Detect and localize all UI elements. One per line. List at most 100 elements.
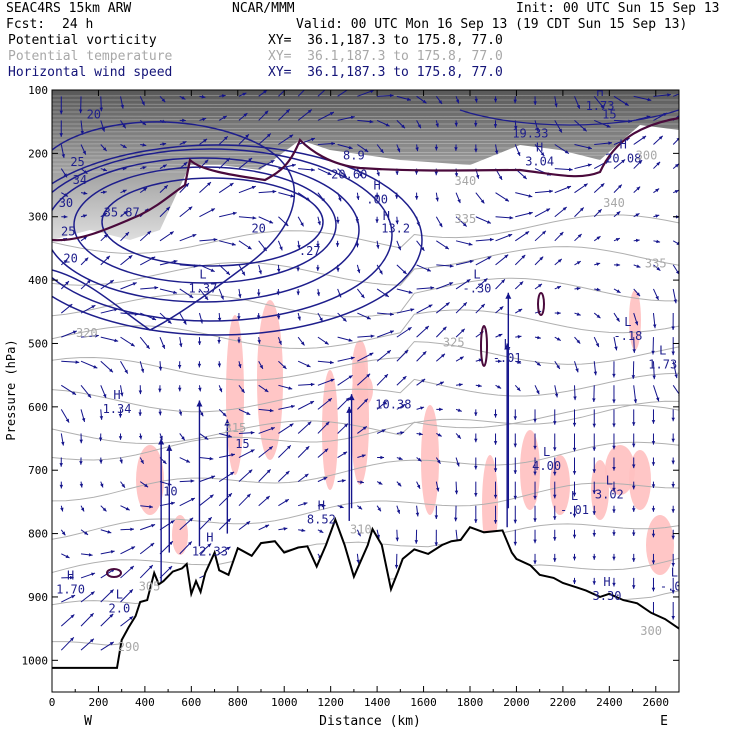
wind-vector-head — [109, 613, 114, 618]
wind-vector-head — [474, 122, 478, 127]
wind-vector-head — [592, 533, 596, 537]
wind-vector — [672, 137, 679, 145]
wind-vector-head — [118, 436, 123, 440]
wind-vector-head — [287, 445, 291, 450]
wind-vector-head — [675, 270, 679, 275]
wind-vector-head — [279, 246, 283, 251]
wind-vector-head — [596, 287, 601, 292]
wind-vector-head — [631, 422, 636, 426]
wind-vector-head — [380, 455, 385, 460]
wind-vector-head — [504, 254, 509, 259]
wind-vector-head — [439, 407, 443, 412]
wind-vector-head — [331, 141, 336, 146]
wind-vector-head — [190, 498, 195, 502]
wind-vector-head — [282, 365, 287, 369]
wind-vector-head — [655, 214, 660, 218]
wind-vector-head — [466, 279, 471, 283]
wind-vector-head — [508, 234, 513, 238]
wind-vector-head — [348, 145, 353, 150]
wind-vector-head — [229, 183, 234, 187]
wind-vector-head — [325, 421, 330, 426]
wind-vector-head — [439, 381, 444, 385]
wind-vector-head — [370, 90, 375, 94]
wind-vector-head — [554, 103, 558, 108]
pv-extremum-value: -.01 — [560, 503, 589, 517]
strat-streak — [52, 127, 679, 130]
wind-vector-head — [671, 590, 675, 594]
wind-vector-head — [289, 423, 294, 428]
wind-vector-head — [69, 575, 74, 580]
wind-vector-head — [63, 259, 68, 264]
wind-vector-head — [635, 213, 640, 217]
wind-vector-head — [513, 470, 518, 475]
wind-vector-head — [638, 160, 643, 164]
wind-vector-head — [596, 262, 601, 266]
wind-vector-head — [522, 175, 527, 179]
wind-vector-head — [345, 397, 350, 402]
wind-vector-head — [364, 398, 368, 403]
pv-extremum-marker: H — [113, 388, 120, 402]
wind-vector-head — [99, 459, 103, 464]
x-tick-label: 1600 — [410, 696, 437, 709]
wind-vector-head — [647, 97, 652, 102]
wind-vector-head — [82, 214, 87, 218]
pv-extremum-value: -.01 — [493, 351, 522, 365]
wind-vector-head — [671, 509, 675, 513]
wind-speed-contour-label: .27 — [299, 244, 321, 258]
wind-vector-head — [150, 543, 155, 547]
wind-vector-head — [469, 259, 474, 264]
wind-vector-head — [188, 206, 193, 211]
y-tick-label: 200 — [28, 147, 48, 160]
wind-vector-head — [230, 471, 235, 476]
wind-vector-head — [89, 613, 94, 618]
wind-vector-head — [339, 504, 344, 509]
wind-vector-head — [376, 172, 380, 177]
terrain-line — [52, 516, 679, 669]
wind-speed-contour-label: 15 — [235, 437, 249, 451]
pv-extremum-marker: L — [116, 587, 123, 601]
wind-vector-head — [258, 270, 262, 275]
wind-vector-head — [631, 585, 636, 589]
wind-speed-contours-layer — [52, 109, 679, 336]
wind-vector-head — [91, 572, 96, 576]
pv-extremum-marker: H — [373, 179, 380, 193]
pv-extremum-marker: H — [536, 141, 543, 155]
wind-vector-head — [422, 351, 427, 356]
wind-vector-head — [358, 173, 363, 178]
wind-vector-head — [87, 393, 92, 398]
wind-speed-contour-label: 20.60 — [331, 168, 367, 182]
wind-vector-head — [486, 220, 491, 224]
wind-vector-head — [276, 315, 281, 320]
wind-vector-head — [138, 435, 143, 440]
wind-vector-head — [459, 356, 464, 360]
wind-vector-head — [437, 433, 442, 437]
wind-vector-head — [189, 517, 194, 522]
wind-vector-head — [651, 420, 656, 424]
wind-vector-head — [616, 263, 621, 267]
wind-vector-head — [100, 483, 104, 488]
organization-label: NCAR/MMM — [232, 1, 295, 16]
wind-vector-head — [667, 93, 671, 97]
wind-vector-head — [129, 616, 134, 620]
wind-vector-head — [159, 435, 163, 440]
wind-vector-head — [375, 219, 379, 223]
wind-vector-head — [651, 441, 656, 445]
pv-extremum-value: 1.73 — [586, 99, 615, 113]
wind-vector-head — [197, 363, 202, 368]
wind-vector-head — [528, 194, 533, 198]
wind-vector-head — [88, 553, 93, 557]
wind-vector-head — [592, 447, 596, 451]
wind-vector-head — [397, 246, 401, 251]
wind-vector-head — [498, 333, 503, 338]
wind-vector-head — [178, 387, 182, 392]
wind-vector-head — [162, 460, 167, 464]
wind-vector-head — [426, 268, 431, 272]
wind-vector-head — [612, 509, 616, 513]
pv-extremum-value: 4.00 — [532, 459, 561, 473]
strat-streak — [52, 130, 679, 133]
wind-vector-head — [381, 429, 386, 433]
wind-vector-head — [553, 421, 557, 425]
pv-extremum-value: 3.30 — [593, 589, 622, 603]
wind-vector-head — [514, 125, 518, 130]
wind-vector-head — [166, 206, 170, 211]
